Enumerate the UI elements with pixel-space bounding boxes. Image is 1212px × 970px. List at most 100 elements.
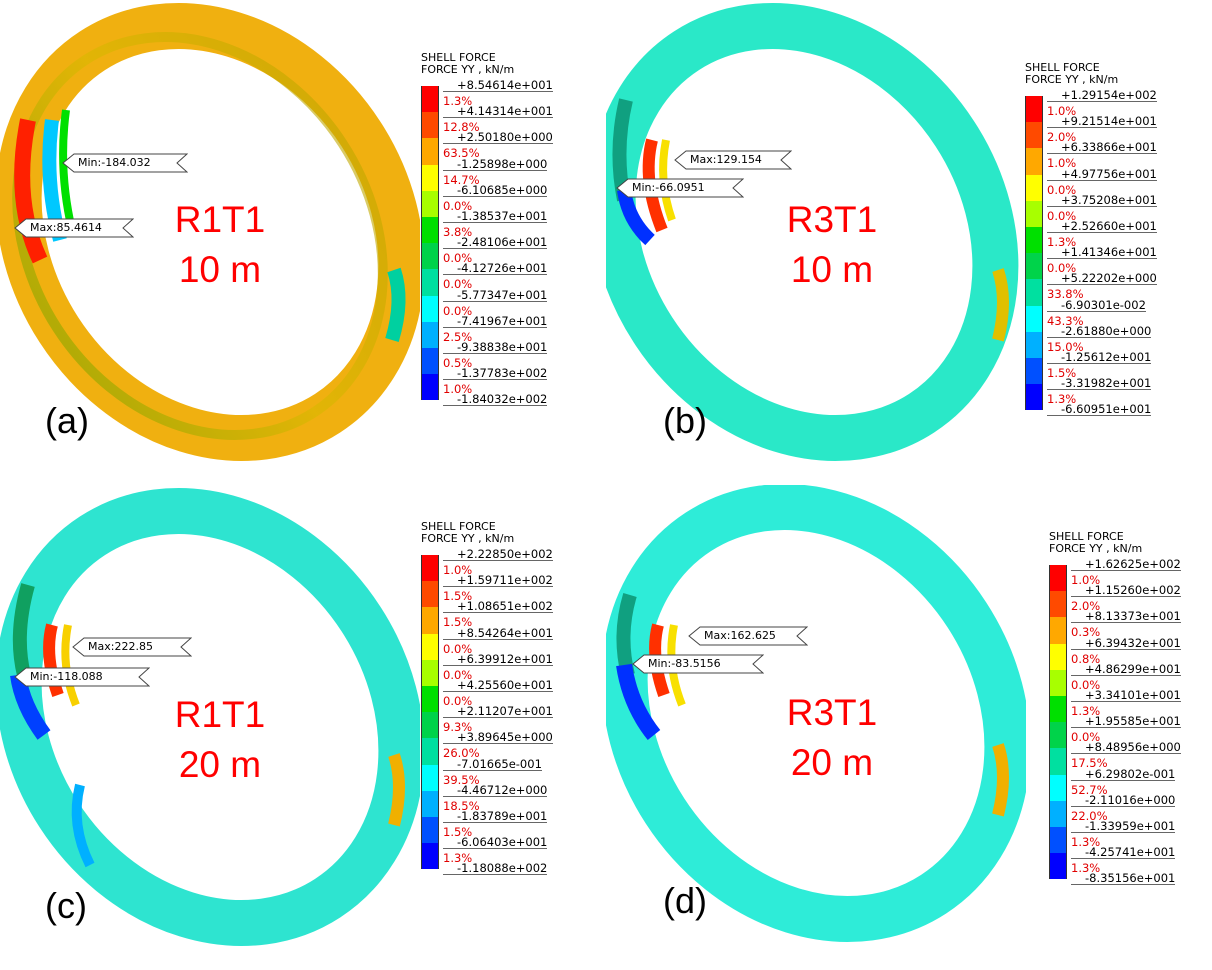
legend-percent-label: 1.5% <box>443 615 473 630</box>
legend-percent-label: 2.0% <box>1047 130 1077 145</box>
legend-level-label: +6.39912e+001 <box>443 653 553 666</box>
legend-percent-label: 0.0% <box>443 251 473 266</box>
legend-percent-label: 0.0% <box>443 694 473 708</box>
legend-color-swatch <box>1025 279 1043 306</box>
case-depth: 10 m <box>178 249 262 290</box>
legend-level-label: +8.48956e+000 <box>1071 741 1181 755</box>
max-callout: Max:222.85 <box>72 637 193 660</box>
legend-color-swatch <box>1025 227 1043 254</box>
legend-color-swatch <box>1025 305 1043 332</box>
legend-percent-label: 14.7% <box>443 172 480 187</box>
legend-percent-label: 0.0% <box>1047 261 1077 276</box>
legend-level-label: +8.13373e+001 <box>1071 610 1181 624</box>
case-label: R3T1 10 m <box>762 195 902 295</box>
panel-c: Max:222.85 Min:-118.088 R1T1 20 m (c) SH… <box>0 485 606 970</box>
panel-letter: (d) <box>663 880 707 921</box>
legend-color-swatch <box>421 817 439 844</box>
legend-level-label: -2.48106e+001 <box>443 236 548 250</box>
legend-color-swatch <box>421 633 439 660</box>
legend-percent-label: 1.5% <box>1047 366 1077 380</box>
legend-percent-label: 3.8% <box>443 225 473 239</box>
legend-percent-label: 1.0% <box>443 382 473 397</box>
legend-color-swatch <box>421 764 439 791</box>
legend-percent-label: 26.0% <box>443 746 480 761</box>
legend-color-swatch <box>1025 200 1043 227</box>
legend-percent-label: 1.3% <box>1047 392 1077 407</box>
legend-percent-label: 0.0% <box>1047 182 1077 197</box>
case-name: R3T1 <box>786 199 878 240</box>
legend-color-swatch <box>1025 174 1043 201</box>
legend-level-label: -5.77347e+001 <box>443 289 548 302</box>
legend-level-label: +1.08651e+002 <box>443 600 553 614</box>
legend-level-label: +1.59711e+002 <box>443 574 553 588</box>
legend-color-swatch <box>421 348 439 375</box>
legend-title-line2: FORCE YY , kN/m <box>421 532 515 545</box>
legend-percent-label: 0.0% <box>1071 730 1101 745</box>
max-callout: Max:129.154 <box>674 150 793 173</box>
panel-d: Max:162.625 Min:-83.5156 R3T1 20 m (d) S… <box>606 485 1212 970</box>
legend-level-label: +1.29154e+002 <box>1047 89 1157 102</box>
max-value-label: Max:129.154 <box>690 153 762 166</box>
legend-scale: +1.29154e+002 +9.21514e+001 +6.33866e+001 +… <box>1025 89 1157 417</box>
max-value-label: Max:85.4614 <box>30 221 102 234</box>
legend-percent-label: 18.5% <box>443 798 480 813</box>
legend-percent-label: 33.8% <box>1047 287 1084 302</box>
legend-percent-label: 1.0% <box>1071 573 1101 587</box>
legend-color-swatch <box>1049 774 1067 801</box>
min-callout: Min:-118.088 <box>14 667 151 690</box>
legend-level-label: +2.22850e+002 <box>443 548 553 561</box>
legend-title-line1: SHELL FORCE <box>421 520 496 533</box>
legend-level-label: +1.95585e+001 <box>1071 715 1181 729</box>
legend-color-swatch <box>1049 748 1067 775</box>
legend-color-swatch <box>421 321 439 348</box>
min-value-label: Min:-118.088 <box>30 670 103 683</box>
legend-level-label: +8.54614e+001 <box>443 79 553 92</box>
case-depth: 20 m <box>790 742 874 783</box>
panel-letter: (a) <box>45 400 89 441</box>
case-name: R3T1 <box>786 692 878 733</box>
panel-a: Min:-184.032 Max:85.4614 R1T1 10 m (a) S… <box>0 0 606 485</box>
legend-percent-label: 9.3% <box>443 720 473 735</box>
legend-level-label: +5.22202e+000 <box>1047 272 1157 286</box>
callout-arrow-shape <box>14 218 135 238</box>
legend-title: SHELL FORCE FORCE YY , kN/m <box>421 52 514 76</box>
legend-level-label: -1.84032e+002 <box>443 393 548 407</box>
legend-title-line2: FORCE YY , kN/m <box>1049 542 1143 555</box>
legend-level-label: -2.61880e+000 <box>1047 325 1152 338</box>
panel-letter: (b) <box>663 400 707 441</box>
legend-level-label: -6.06403e+001 <box>443 836 548 850</box>
legend-color-swatch <box>421 686 439 713</box>
legend-title-line2: FORCE YY , kN/m <box>1025 73 1119 86</box>
legend-percent-label: 1.0% <box>1047 104 1077 118</box>
legend-color-swatch <box>421 607 439 634</box>
legend-color-swatch <box>421 843 439 870</box>
legend-color-swatch <box>1049 853 1067 880</box>
legend-color-swatch <box>421 112 439 139</box>
legend-color-swatch <box>421 790 439 817</box>
legend-percent-label: 1.3% <box>443 851 473 866</box>
legend-level-label: +1.41346e+001 <box>1047 246 1157 260</box>
case-name: R1T1 <box>174 199 266 240</box>
legend-color-swatch <box>421 295 439 322</box>
legend-color-swatch <box>1049 591 1067 618</box>
legend-percent-label: 22.0% <box>1071 808 1108 823</box>
legend-title-line2: FORCE YY , kN/m <box>421 63 515 76</box>
legend-percent-label: 1.3% <box>443 94 473 108</box>
legend-level-label: -6.60951e+001 <box>1047 403 1152 417</box>
color-legend: SHELL FORCE FORCE YY , kN/m +8.54614e+001 +… <box>421 52 553 407</box>
legend-color-swatch <box>421 164 439 191</box>
legend-level-label: +6.29802e-001 <box>1071 768 1176 781</box>
case-label: R1T1 20 m <box>150 690 290 790</box>
callout-arrow-shape <box>688 626 809 646</box>
legend-title-line1: SHELL FORCE <box>1025 61 1100 74</box>
legend-title-line1: SHELL FORCE <box>1049 530 1124 543</box>
legend-level-label: +9.21514e+001 <box>1047 115 1157 129</box>
legend-percent-label: 52.7% <box>1071 782 1108 797</box>
max-callout: Max:85.4614 <box>14 218 135 241</box>
color-legend: SHELL FORCE FORCE YY , kN/m +1.62625e+002 +… <box>1049 530 1181 886</box>
legend-level-label: -7.41967e+001 <box>443 315 548 328</box>
legend-color-swatch <box>421 581 439 608</box>
legend-scale: +8.54614e+001 +4.14314e+001 +2.50180e+000 -… <box>421 79 553 407</box>
color-legend: SHELL FORCE FORCE YY , kN/m +2.22850e+002 +… <box>421 520 553 876</box>
legend-color-swatch <box>1049 617 1067 644</box>
